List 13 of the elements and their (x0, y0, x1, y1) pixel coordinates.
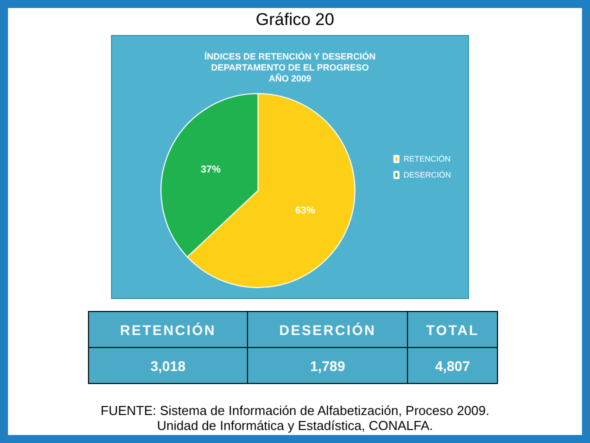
data-label: 37% (200, 164, 221, 176)
chart-subtitle: ÍNDICES DE RETENCIÓN Y DESERCIÓN DEPARTAMENTO DE EL PROGRESO AÑO 2009 (204, 52, 376, 84)
source-note: FUENTE: Sistema de Información de Alfabetización, Proceso 2009. Unidad de Informática y Estadística, CONALFA. (100, 403, 490, 433)
data-label: 3,018 (88, 348, 248, 384)
data-label: 4,807 (408, 348, 498, 384)
category-label: DESERCIÓN (247, 312, 408, 348)
chart-title: Gráfico 20 (254, 10, 336, 30)
category-label: TOTAL (408, 312, 498, 348)
data-label: 1,789 (247, 348, 408, 384)
category-label: RETENCIÓN (88, 312, 248, 348)
data-label: 63% (295, 206, 316, 217)
legend-label: DESERCIÓN (403, 170, 452, 180)
legend-label: RETENCIÓN (403, 154, 451, 164)
